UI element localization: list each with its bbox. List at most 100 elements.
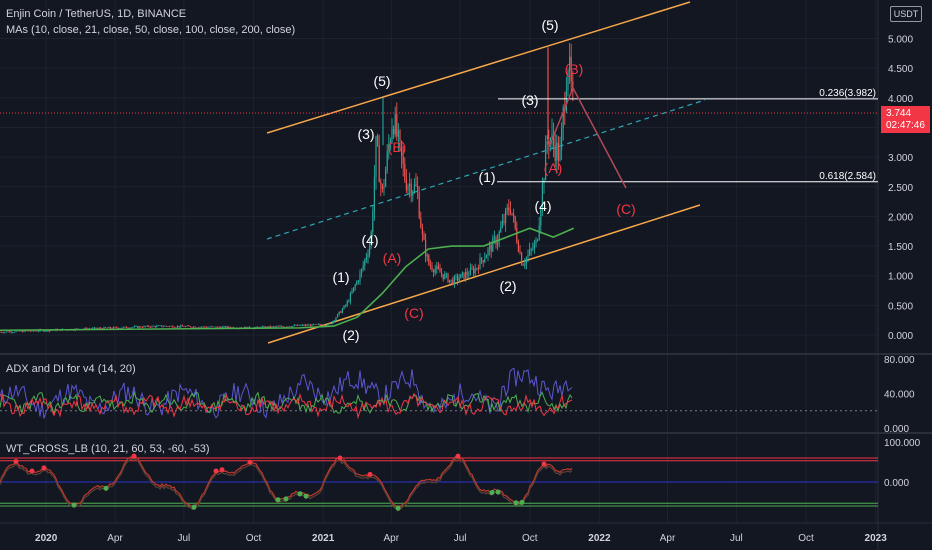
candle-body: [375, 136, 377, 178]
candle-body: [108, 327, 110, 329]
candle-body: [473, 268, 475, 274]
time-axis: 2020 Apr Jul Oct 2021 Apr Jul Oct 2022 Apr Jul Oct 2…: [35, 533, 887, 544]
candle-body: [154, 326, 156, 328]
candle-body: [209, 327, 211, 328]
candle-body: [468, 274, 470, 276]
candle-body: [295, 325, 297, 326]
candle-body: [12, 332, 14, 333]
candle-body: [100, 327, 102, 329]
candle-body: [417, 185, 419, 193]
candle-body: [309, 324, 311, 326]
candle-body: [93, 327, 95, 329]
candle-body: [404, 164, 406, 180]
wt-cross-dot-sell: [541, 461, 547, 467]
wt-legend[interactable]: WT_CROSS_LB (10, 21, 60, 53, -60, -53): [6, 443, 210, 455]
candle-body: [170, 325, 172, 327]
candle-body: [490, 244, 492, 252]
candle-body: [505, 209, 507, 223]
candle-body: [111, 328, 113, 329]
price-axis: 5.0004.5004.0003.5003.0002.5002.0001.500…: [884, 35, 921, 490]
candle-body: [479, 257, 481, 270]
candle-body: [121, 327, 123, 329]
candle-body: [213, 326, 215, 328]
candle-body: [450, 279, 452, 281]
candle-body: [37, 331, 39, 332]
time-tick-label: Jul: [454, 533, 467, 544]
candle-body: [201, 326, 203, 328]
ma-legend[interactable]: MAs (10, close, 21, close, 50, close, 10…: [6, 24, 296, 36]
candle-body: [106, 327, 108, 329]
price-tick-label: 5.000: [888, 35, 913, 46]
candle-body: [156, 325, 158, 328]
candle-body: [220, 327, 222, 329]
candle-body: [501, 220, 503, 228]
candle-body: [402, 155, 404, 165]
wt-cross-dot-buy: [191, 504, 197, 510]
candle-body: [381, 184, 383, 189]
candle-body: [549, 138, 551, 144]
adx-legend[interactable]: ADX and DI for v4 (14, 20): [6, 363, 136, 375]
candle-body: [7, 331, 9, 333]
wt-cross-dot-sell: [455, 453, 461, 459]
symbol-title[interactable]: Enjin Coin / TetherUS, 1D, BINANCE: [6, 8, 187, 20]
candle-body: [353, 287, 355, 292]
candle-body: [455, 276, 457, 277]
time-tick-label: Jul: [730, 533, 743, 544]
candle-body: [189, 326, 191, 328]
candle-body: [119, 328, 121, 329]
candle-body: [274, 326, 276, 328]
wave-label: (C): [404, 305, 423, 321]
candle-body: [153, 325, 155, 327]
candle-body: [329, 323, 331, 325]
time-tick-label: 2022: [588, 533, 611, 544]
candle-body: [316, 324, 318, 325]
candle-body: [172, 325, 174, 328]
candle-body: [394, 114, 396, 135]
candle-body: [418, 192, 420, 218]
candle-body: [513, 214, 515, 217]
candle-body: [569, 56, 571, 71]
candle-body: [474, 268, 476, 274]
candle-body: [132, 327, 134, 328]
candle-body: [343, 305, 345, 309]
candle-body: [354, 284, 356, 288]
candle-body: [345, 305, 347, 306]
wave-label: (1): [478, 169, 495, 185]
time-tick-label: 2021: [312, 533, 335, 544]
candle-body: [218, 326, 220, 328]
candle-body: [268, 326, 270, 328]
price-tick-label: 1.000: [888, 272, 913, 283]
candle-body: [511, 212, 513, 215]
candle-body: [457, 276, 459, 281]
candle-body: [98, 327, 100, 329]
candle-body: [361, 269, 363, 274]
adx-tick-label: 40.000: [884, 390, 915, 401]
candle-body: [357, 281, 359, 282]
candle-body: [143, 326, 145, 328]
currency-badge[interactable]: USDT: [890, 6, 922, 22]
candle-body: [36, 330, 38, 332]
wt-cross-dot-sell: [247, 459, 253, 465]
candle-body: [537, 239, 539, 241]
candle-body: [540, 209, 542, 226]
price-tick-label: 4.500: [888, 64, 913, 75]
candle-body: [34, 330, 36, 332]
candle-body: [429, 264, 431, 267]
wt-cross-dot-sell: [367, 471, 373, 477]
projection-path: [548, 86, 627, 189]
candle-body: [444, 274, 446, 279]
adx-tick-label: 80.000: [884, 355, 915, 366]
candle-body: [337, 314, 339, 318]
candle-body: [341, 308, 343, 313]
candle-body: [29, 331, 31, 332]
candle-body: [364, 259, 366, 266]
candle-body: [9, 331, 11, 333]
candle-body: [551, 133, 553, 139]
wave-label: (4): [534, 198, 551, 214]
candle-body: [409, 183, 411, 186]
wt-cross-dot-buy: [519, 499, 525, 505]
candle-body: [255, 326, 257, 328]
candle-body: [279, 325, 281, 327]
candle-body: [572, 81, 574, 91]
